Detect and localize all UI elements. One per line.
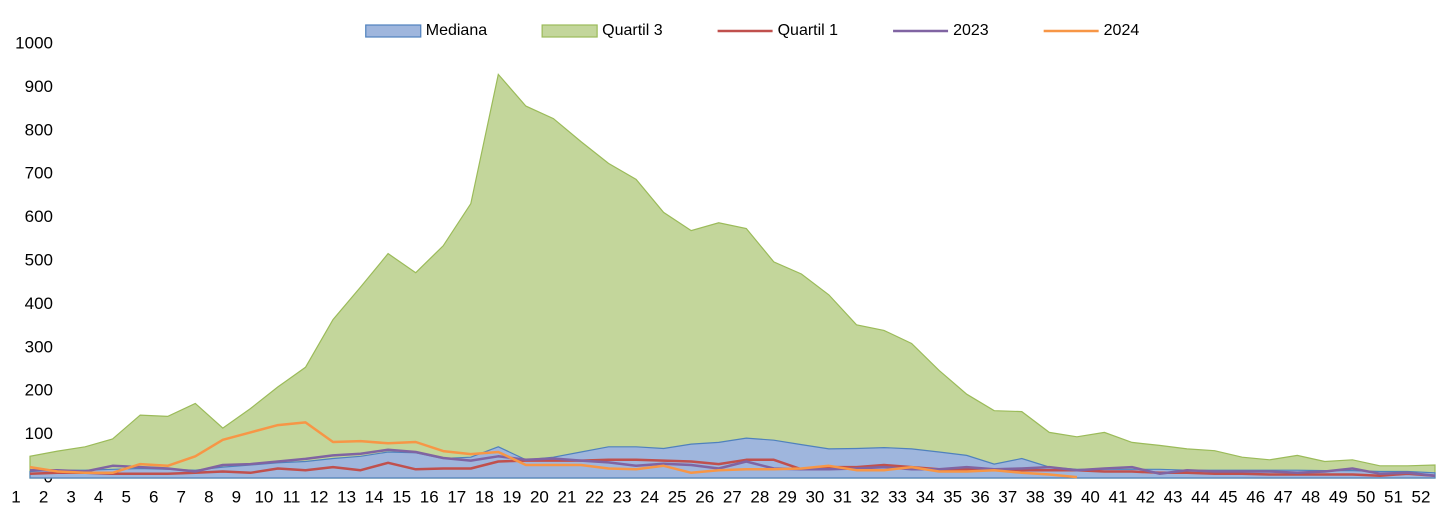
legend-swatch (541, 24, 598, 38)
y-tick-label: 200 (25, 381, 53, 400)
x-tick-label: 18 (475, 487, 494, 506)
x-tick-label: 39 (1053, 487, 1072, 506)
x-tick-label: 14 (365, 487, 384, 506)
y-tick-label: 700 (25, 164, 53, 183)
x-tick-label: 28 (750, 487, 769, 506)
area (29, 73, 1436, 479)
x-tick-label: 29 (778, 487, 797, 506)
line (29, 458, 1436, 478)
x-tick-label: 32 (861, 487, 880, 506)
x-tick-label: 21 (558, 487, 577, 506)
x-tick-label: 46 (1246, 487, 1265, 506)
x-tick-label: 2 (39, 487, 48, 506)
x-tick-label: 30 (805, 487, 824, 506)
x-tick-label: 24 (640, 487, 659, 506)
x-tick-label: 10 (254, 487, 273, 506)
x-tick-label: 11 (283, 487, 301, 506)
x-tick-label: 3 (66, 487, 75, 506)
x-tick-label: 22 (585, 487, 604, 506)
x-tick-label: 45 (1219, 487, 1238, 506)
legend-label: 2023 (953, 22, 989, 39)
x-tick-label: 47 (1274, 487, 1293, 506)
x-tick-label: 44 (1191, 487, 1210, 506)
x-tick-label: 48 (1301, 487, 1320, 506)
x-tick-label: 27 (723, 487, 742, 506)
x-tick-label: 49 (1329, 487, 1348, 506)
legend-label: 2024 (1104, 22, 1140, 39)
x-tick-label: 36 (971, 487, 990, 506)
x-tick-label: 17 (447, 487, 466, 506)
x-tick-label: 5 (121, 487, 130, 506)
y-tick-label: 800 (25, 120, 53, 139)
y-tick-label: 1000 (15, 33, 53, 52)
x-tick-label: 12 (310, 487, 329, 506)
legend-label: Quartil 1 (778, 22, 839, 39)
y-tick-label: 600 (25, 207, 53, 226)
x-tick-label: 19 (502, 487, 521, 506)
y-tick-label: 100 (25, 424, 53, 443)
x-tick-label: 52 (1412, 487, 1431, 506)
x-tick-label: 40 (1081, 487, 1100, 506)
x-tick-label: 25 (668, 487, 687, 506)
x-tick-label: 1 (11, 487, 20, 506)
x-tick-label: 16 (420, 487, 439, 506)
x-tick-label: 8 (204, 487, 213, 506)
legend-label: Quartil 3 (602, 22, 663, 39)
legend-swatch (365, 24, 422, 38)
x-tick-label: 9 (232, 487, 241, 506)
x-tick-label: 42 (1136, 487, 1155, 506)
x-tick-label: 15 (392, 487, 411, 506)
x-tick-label: 31 (833, 487, 852, 506)
x-tick-label: 20 (530, 487, 549, 506)
x-tick-label: 23 (613, 487, 632, 506)
y-tick-label: 400 (25, 294, 53, 313)
x-tick-label: 6 (149, 487, 158, 506)
x-tick-label: 37 (998, 487, 1017, 506)
x-tick-label: 13 (337, 487, 356, 506)
x-tick-label: 4 (94, 487, 103, 506)
y-tick-label: 300 (25, 337, 53, 356)
x-tick-label: 51 (1384, 487, 1403, 506)
x-tick-label: 33 (888, 487, 907, 506)
x-tick-label: 34 (916, 487, 935, 506)
line (29, 421, 1078, 479)
y-tick-label: 900 (25, 77, 53, 96)
x-tick-label: 38 (1026, 487, 1045, 506)
x-tick-label: 43 (1164, 487, 1183, 506)
x-tick-label: 35 (943, 487, 962, 506)
x-tick-label: 50 (1356, 487, 1375, 506)
x-tick-label: 7 (177, 487, 186, 506)
x-tick-label: 26 (695, 487, 714, 506)
x-tick-label: 41 (1108, 487, 1127, 506)
legend-label: Mediana (426, 22, 487, 39)
y-tick-label: 500 (25, 250, 53, 269)
line (30, 448, 1436, 478)
